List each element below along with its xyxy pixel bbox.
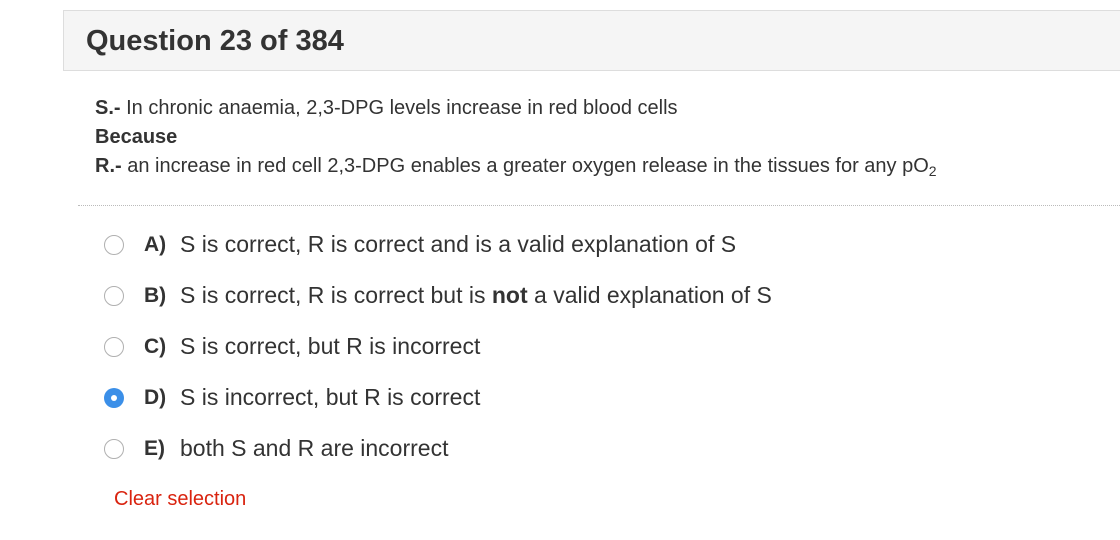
option-text-before: S is correct, R is correct but is xyxy=(180,282,492,308)
reason-subscript: 2 xyxy=(928,163,937,179)
statement-label: S.- xyxy=(95,97,121,119)
option-text-emphasis: not xyxy=(491,282,528,308)
because-line: Because xyxy=(95,123,1105,152)
option-letter: E) xyxy=(144,436,165,460)
radio-button[interactable] xyxy=(104,336,124,357)
question-header: Question 23 of 384 xyxy=(63,10,1120,71)
option-text[interactable]: S is correct, but R is incorrect xyxy=(180,333,481,359)
statement-line: S.- In chronic anaemia, 2,3-DPG levels i… xyxy=(95,94,1105,123)
because-label: Because xyxy=(95,126,178,148)
option-a[interactable]: A) S is correct, R is correct and is a v… xyxy=(104,219,1104,270)
statement-text: In chronic anaemia, 2,3-DPG levels incre… xyxy=(126,97,678,119)
option-text[interactable]: both S and R are incorrect xyxy=(180,435,449,461)
reason-label: R.- xyxy=(95,155,122,177)
option-text-after: a valid explanation of S xyxy=(527,282,772,308)
option-letter: A) xyxy=(144,232,167,256)
radio-button[interactable] xyxy=(104,234,124,255)
divider xyxy=(78,205,1120,206)
option-letter: B) xyxy=(144,283,167,307)
option-text[interactable]: S is correct, R is correct but is not a … xyxy=(180,282,772,309)
clear-selection-link[interactable]: Clear selection xyxy=(114,488,247,510)
question-title: Question 23 of 384 xyxy=(86,25,344,57)
option-text[interactable]: S is incorrect, but R is correct xyxy=(180,384,481,410)
radio-button[interactable] xyxy=(104,285,124,306)
option-d[interactable]: D) S is incorrect, but R is correct xyxy=(104,372,1104,423)
option-e[interactable]: E) both S and R are incorrect xyxy=(104,423,1104,474)
option-c[interactable]: C) S is correct, but R is incorrect xyxy=(104,321,1104,372)
question-stem: S.- In chronic anaemia, 2,3-DPG levels i… xyxy=(95,94,1105,181)
option-b[interactable]: B) S is correct, R is correct but is not… xyxy=(104,270,1104,321)
answer-options: A) S is correct, R is correct and is a v… xyxy=(104,219,1104,474)
reason-line: R.- an increase in red cell 2,3-DPG enab… xyxy=(95,152,1105,181)
option-letter: D) xyxy=(144,385,167,409)
option-text[interactable]: S is correct, R is correct and is a vali… xyxy=(180,231,737,257)
radio-button[interactable] xyxy=(104,438,124,459)
radio-button-selected[interactable] xyxy=(104,387,124,408)
option-letter: C) xyxy=(144,334,167,358)
reason-text: an increase in red cell 2,3-DPG enables … xyxy=(127,155,929,177)
